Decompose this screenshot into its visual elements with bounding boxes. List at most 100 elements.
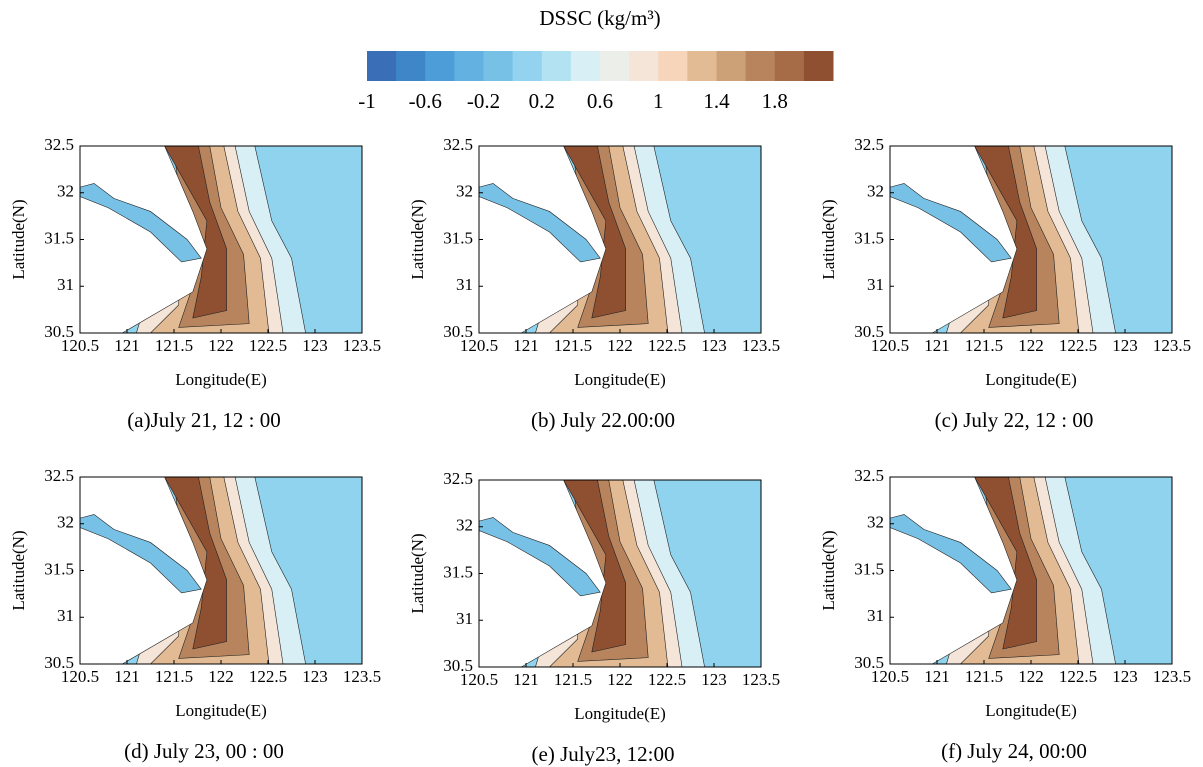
colorbar-tick-label: -0.6 — [409, 89, 442, 113]
y-tick-label: 32 — [456, 516, 473, 535]
y-tick-label: 31 — [867, 275, 884, 294]
x-axis-title: Longitude(E) — [985, 701, 1077, 720]
colorbar-tick-label: -1 — [358, 89, 376, 113]
x-tick-label: 123.5 — [1153, 667, 1191, 686]
x-tick-label: 123.5 — [742, 670, 780, 689]
x-tick-label: 121 — [513, 336, 539, 355]
map — [79, 476, 362, 665]
dssc-region — [563, 145, 626, 319]
colorbar-cell — [425, 51, 455, 81]
colorbar-tick-label: -0.2 — [467, 89, 500, 113]
x-tick-label: 123 — [302, 336, 328, 355]
x-tick-label: 123 — [701, 670, 727, 689]
y-axis-title: Latitude(N) — [408, 199, 427, 279]
y-axis-title: Latitude(N) — [819, 199, 838, 279]
y-tick-label: 32 — [57, 513, 74, 532]
x-tick-label: 121.5 — [554, 336, 592, 355]
dssc-region — [563, 479, 626, 653]
y-tick-label: 32 — [57, 182, 74, 201]
dssc-region — [889, 183, 1012, 263]
panel-caption: (a)July 21, 12 : 00 — [127, 408, 280, 432]
dssc-region — [79, 183, 202, 263]
x-tick-label: 121.5 — [965, 336, 1003, 355]
panel-caption: (d) July 23, 00 : 00 — [124, 739, 284, 763]
x-tick-label: 122 — [607, 670, 633, 689]
x-tick-label: 120.5 — [61, 336, 99, 355]
dssc-region — [478, 517, 601, 597]
y-tick-label: 31.5 — [854, 559, 884, 578]
map — [889, 145, 1172, 334]
dssc-region — [974, 145, 1037, 319]
colorbar-cell — [454, 51, 484, 81]
x-axis-title: Longitude(E) — [175, 370, 267, 389]
colorbar-cell — [629, 51, 659, 81]
x-tick-label: 122.5 — [648, 336, 686, 355]
y-tick-label: 30.5 — [44, 653, 74, 672]
x-tick-label: 120.5 — [460, 336, 498, 355]
y-axis-title: Latitude(N) — [408, 533, 427, 613]
x-tick-label: 121 — [924, 667, 950, 686]
y-tick-label: 31 — [57, 275, 74, 294]
x-tick-label: 121.5 — [155, 336, 193, 355]
x-axis-title: Longitude(E) — [574, 370, 666, 389]
colorbar-tick-label: 0.6 — [587, 89, 613, 113]
dssc-region — [889, 514, 1012, 594]
x-tick-label: 123.5 — [1153, 336, 1191, 355]
y-tick-label: 32.5 — [44, 466, 74, 485]
y-tick-label: 30.5 — [854, 322, 884, 341]
colorbar-cell — [658, 51, 688, 81]
y-axis-title: Latitude(N) — [9, 199, 28, 279]
y-tick-label: 32 — [456, 182, 473, 201]
dssc-region — [974, 476, 1037, 650]
x-tick-label: 122 — [1018, 667, 1044, 686]
y-tick-label: 32.5 — [443, 135, 473, 154]
y-tick-label: 32 — [867, 182, 884, 201]
colorbar-cell — [367, 51, 397, 81]
map — [889, 476, 1172, 665]
y-tick-label: 31.5 — [854, 228, 884, 247]
x-tick-label: 122.5 — [249, 336, 287, 355]
colorbar-cell — [745, 51, 776, 81]
y-tick-label: 32 — [867, 513, 884, 532]
x-tick-label: 122 — [607, 336, 633, 355]
x-tick-label: 121.5 — [155, 667, 193, 686]
panel-caption: (e) July23, 12:00 — [532, 742, 675, 766]
y-tick-label: 31.5 — [44, 228, 74, 247]
y-tick-label: 31.5 — [443, 228, 473, 247]
x-tick-label: 123.5 — [343, 336, 381, 355]
panel-caption: (f) July 24, 00:00 — [941, 739, 1087, 763]
dssc-region — [79, 514, 202, 594]
colorbar-tick-label: 1 — [653, 89, 664, 113]
colorbar-cell — [541, 51, 572, 81]
x-tick-label: 121 — [114, 336, 140, 355]
x-tick-label: 123.5 — [343, 667, 381, 686]
y-tick-label: 32.5 — [854, 135, 884, 154]
colorbar-tick-label: 0.2 — [529, 89, 555, 113]
map — [79, 145, 362, 334]
y-axis-title: Latitude(N) — [819, 530, 838, 610]
x-axis-title: Longitude(E) — [175, 701, 267, 720]
colorbar-cell — [396, 51, 426, 81]
y-tick-label: 31 — [867, 606, 884, 625]
x-tick-label: 122 — [208, 336, 234, 355]
y-tick-label: 32.5 — [443, 469, 473, 488]
x-tick-label: 122 — [1018, 336, 1044, 355]
x-axis-title: Longitude(E) — [574, 704, 666, 723]
x-tick-label: 123 — [302, 667, 328, 686]
colorbar-title: DSSC (kg/m³) — [539, 6, 660, 30]
x-axis-title: Longitude(E) — [985, 370, 1077, 389]
x-tick-label: 121.5 — [965, 667, 1003, 686]
colorbar-cell — [774, 51, 805, 81]
y-tick-label: 31.5 — [44, 559, 74, 578]
x-tick-label: 122 — [208, 667, 234, 686]
panel-caption: (c) July 22, 12 : 00 — [935, 408, 1094, 432]
y-axis-title: Latitude(N) — [9, 530, 28, 610]
x-tick-label: 122.5 — [1059, 336, 1097, 355]
colorbar-cell — [512, 51, 543, 81]
colorbar-cell — [483, 51, 514, 81]
map — [478, 145, 761, 334]
y-tick-label: 31 — [456, 609, 473, 628]
x-tick-label: 122.5 — [648, 670, 686, 689]
x-tick-label: 123.5 — [742, 336, 780, 355]
